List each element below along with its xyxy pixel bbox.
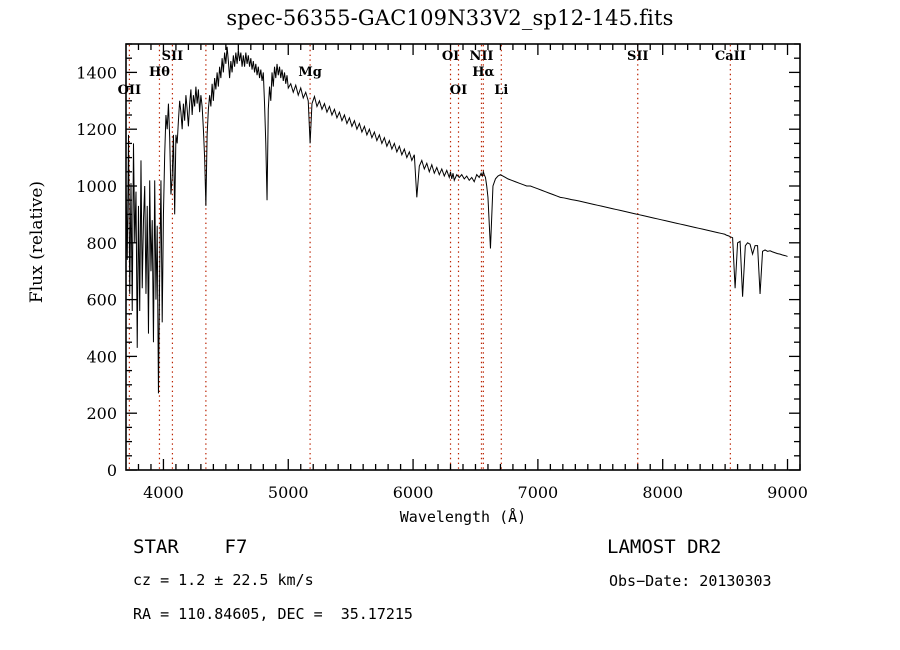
x-tick-label: 7000 — [518, 483, 559, 502]
y-tick-label: 800 — [86, 234, 117, 253]
spectrum-trace — [125, 46, 788, 394]
page-title: spec-56355-GAC109N33V2_sp12-145.fits — [226, 6, 674, 30]
x-tick-label: 5000 — [268, 483, 309, 502]
survey-name: LAMOST DR2 — [607, 536, 722, 558]
x-tick-label: 8000 — [642, 483, 683, 502]
spectral-line-label: OI — [442, 49, 459, 64]
spectral-line-label: Hθ — [149, 65, 170, 80]
y-tick-label: 200 — [86, 404, 117, 423]
y-tick-label: 600 — [86, 291, 117, 310]
y-tick-label: 1200 — [76, 120, 117, 139]
x-tick-label: 4000 — [143, 483, 184, 502]
spectral-line-label: Li — [494, 83, 508, 98]
object-type: STAR F7 — [133, 536, 248, 558]
x-tick-label: 9000 — [767, 483, 808, 502]
y-tick-label: 400 — [86, 347, 117, 366]
spectral-line-label: Mg — [298, 65, 321, 80]
y-tick-label: 1000 — [76, 177, 117, 196]
x-tick-label: 6000 — [393, 483, 434, 502]
spectral-line-label: Hα — [472, 65, 494, 80]
spectral-line-label: OI — [450, 83, 467, 98]
spectral-line-label: NII — [469, 49, 493, 64]
coordinates: RA = 110.84605, DEC = 35.17215 — [133, 605, 413, 623]
spectral-line-label: SII — [627, 49, 649, 64]
x-axis-label: Wavelength (Å) — [399, 508, 527, 526]
spectral-line-label: SII — [162, 49, 184, 64]
y-tick-label: 1400 — [76, 63, 117, 82]
y-tick-label: 0 — [107, 461, 117, 480]
redshift-value: cz = 1.2 ± 22.5 km/s — [133, 571, 314, 589]
spectral-line-label: CaII — [715, 49, 746, 64]
spectral-line-label: OII — [118, 83, 142, 98]
observation-date: Obs−Date: 20130303 — [609, 572, 772, 590]
